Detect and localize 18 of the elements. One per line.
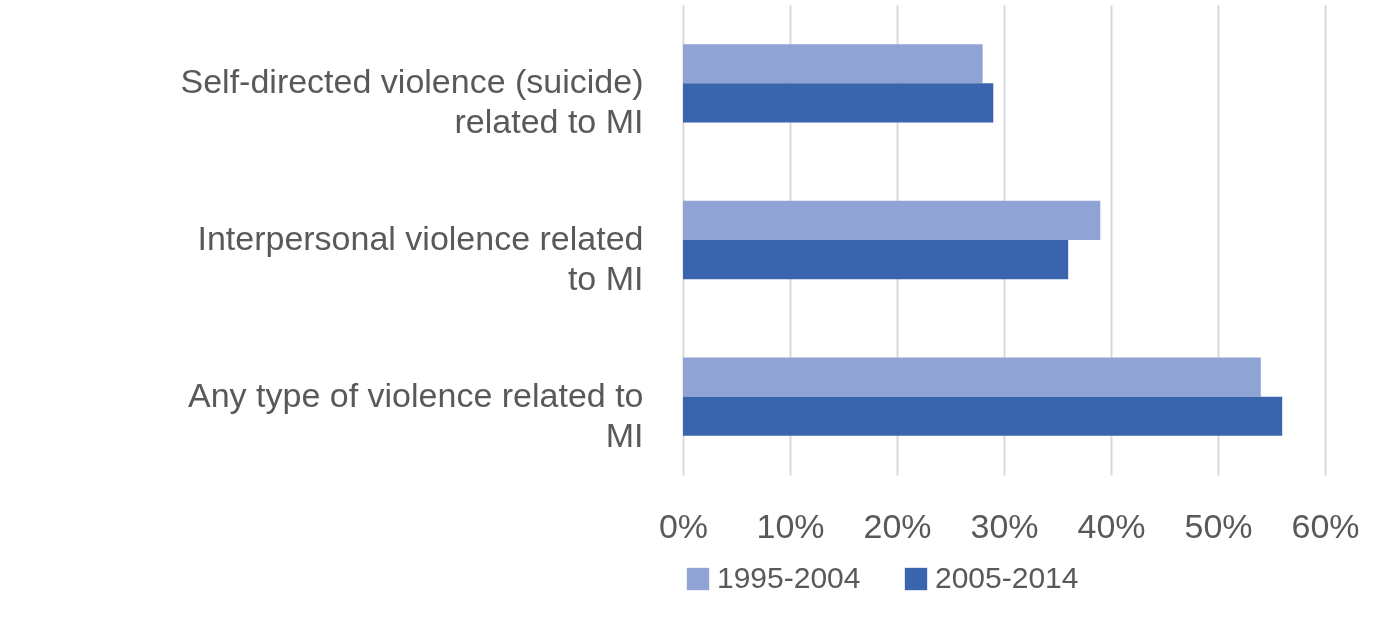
legend-label: 2005-2014 [935, 561, 1079, 594]
bar [683, 200, 1101, 240]
legend-label: 1995-2004 [717, 561, 861, 594]
x-tick-label: 10% [756, 506, 825, 545]
bar [683, 44, 983, 84]
x-tick-label: 30% [970, 506, 1039, 545]
x-tick-label: 40% [1077, 506, 1146, 545]
x-tick-label: 0% [658, 506, 709, 545]
bar [683, 396, 1283, 436]
y-tick-label: Self-directed violence (suicide) related to MI [180, 62, 644, 141]
bar [683, 83, 994, 123]
x-tick-label: 50% [1184, 506, 1253, 545]
y-tick-label: Interpersonal violence related to MI [197, 219, 644, 297]
y-tick-label: Any type of violence related to MI [188, 375, 644, 454]
bar [683, 357, 1261, 397]
x-tick-label: 60% [1291, 506, 1360, 545]
bar [683, 240, 1069, 280]
x-tick-label: 20% [863, 506, 932, 545]
